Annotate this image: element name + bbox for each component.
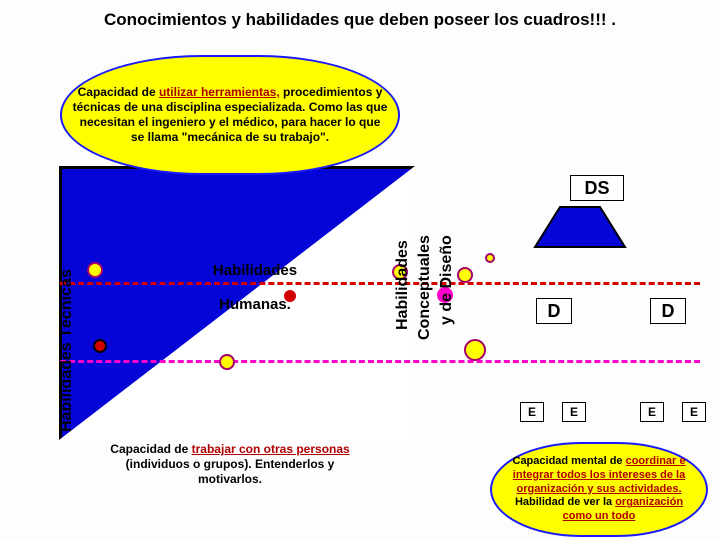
marker-dot: [485, 253, 495, 263]
cloud-tecnicas-text: Capacidad de utilizar herramientas, proc…: [72, 85, 388, 145]
vlabel-conceptuales: Conceptuales: [416, 235, 434, 340]
level-line-lower: [60, 360, 700, 363]
box-e2: E: [562, 402, 586, 422]
marker-dot: [93, 339, 107, 353]
box-e1: E: [520, 402, 544, 422]
level-line-upper: [60, 282, 700, 285]
vlabel-tecnicas: Habilidades Técnicas: [58, 269, 76, 432]
slide-title: Conocimientos y habilidades que deben po…: [0, 10, 720, 30]
cloud-conceptuales: Capacidad mental de coordinar e integrar…: [490, 442, 708, 537]
cloud-tecnicas: Capacidad de utilizar herramientas, proc…: [60, 55, 400, 175]
box-ds: DS: [570, 175, 624, 201]
marker-dot: [464, 339, 486, 361]
t: Capacidad de: [78, 85, 159, 99]
t: Habilidad de ver la: [515, 496, 615, 508]
box-d1: D: [536, 298, 572, 324]
marker-dot: [87, 262, 103, 278]
marker-dot: [219, 354, 235, 370]
vlabel-diseno: y de Diseño: [438, 235, 456, 325]
cloud-conceptuales-text: Capacidad mental de coordinar e integrar…: [502, 455, 696, 524]
vlabel-habilidades: Habilidades: [394, 240, 412, 330]
box-e3: E: [640, 402, 664, 422]
t: trabajar con otras personas: [192, 442, 350, 456]
box-d2: D: [650, 298, 686, 324]
caption-humanas: Capacidad de trabajar con otras personas…: [110, 442, 350, 487]
marker-dot: [457, 267, 473, 283]
t: utilizar herramientas,: [159, 85, 280, 99]
pyramid-top-trapezoid: [530, 205, 630, 249]
t: Capacidad de: [110, 442, 191, 456]
center-label-habilidades: Habilidades: [185, 262, 325, 279]
center-label-humanas: Humanas.: [185, 296, 325, 313]
t: (individuos o grupos). Entenderlos y mot…: [126, 457, 335, 486]
t: Capacidad mental de: [513, 455, 626, 467]
box-e4: E: [682, 402, 706, 422]
slide-canvas: Conocimientos y habilidades que deben po…: [0, 0, 720, 540]
